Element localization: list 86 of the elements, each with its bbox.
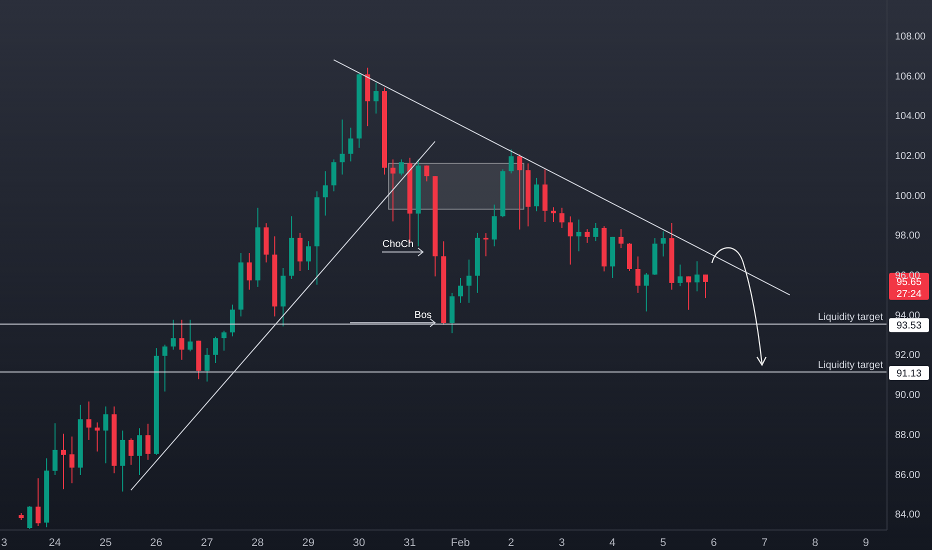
candlestick [331, 158, 336, 192]
candlestick [678, 264, 683, 287]
candlestick [86, 400, 92, 440]
ref-line-label: Liquidity target [818, 360, 884, 371]
x-tick-label: 25 [99, 536, 112, 549]
x-tick-label: 31 [404, 536, 416, 549]
y-tick-label: 102.00 [895, 150, 926, 162]
x-tick-label: Feb [450, 536, 470, 549]
x-tick-label: 28 [252, 536, 264, 549]
candlestick [694, 260, 700, 292]
candlestick [534, 177, 540, 212]
annotation: Bos [414, 310, 432, 321]
candlestick [686, 276, 692, 310]
ref-line-label: Liquidity target [818, 312, 884, 324]
y-tick-label: 92.00 [895, 350, 920, 362]
candlestick [374, 82, 379, 114]
x-tick-label: 26 [150, 536, 162, 549]
x-tick-label: 3 [558, 536, 565, 549]
candlestick [103, 406, 108, 464]
candlestick [170, 319, 176, 350]
x-tick-label: 3 [1, 536, 8, 549]
candlestick [188, 319, 193, 352]
candlestick [348, 127, 354, 162]
candlestick [424, 164, 430, 182]
x-tick-label: 2 [508, 536, 514, 549]
annotation: ChoCh [382, 239, 414, 250]
candlestick [559, 207, 564, 228]
annotation: 91.13 [896, 368, 922, 380]
candlestick [660, 230, 666, 257]
candlestick [508, 148, 514, 174]
candlestick [298, 232, 303, 272]
candlestick [60, 433, 66, 490]
y-tick-label: 90.00 [895, 390, 920, 402]
y-tick-label: 106.00 [895, 71, 926, 82]
candlestick [517, 154, 522, 230]
candlestick [398, 158, 404, 176]
candlestick [576, 219, 582, 252]
y-tick-label: 108.00 [895, 31, 926, 42]
candlestick [221, 330, 226, 352]
candlestick [390, 158, 396, 222]
candlestick [213, 336, 218, 364]
candlestick [145, 423, 150, 460]
candlestick [618, 228, 624, 249]
y-tick-label: 100.00 [895, 190, 926, 202]
annotation: 93.53 [896, 320, 922, 332]
candlestick [322, 170, 328, 216]
candlestick [179, 319, 184, 360]
x-tick-label: 27 [200, 536, 214, 549]
x-tick-label: 5 [660, 536, 666, 549]
y-tick-label: 104.00 [895, 111, 926, 122]
candlestick [69, 436, 74, 484]
candlestick [52, 422, 58, 476]
candlestick [128, 438, 134, 466]
candlestick [340, 119, 345, 176]
candlestick [644, 272, 649, 312]
candlestick [635, 256, 640, 294]
candlestick [466, 259, 472, 304]
candlestick [204, 348, 210, 382]
candlestick [593, 222, 598, 242]
candlestick [230, 304, 235, 337]
candlestick [703, 274, 708, 299]
x-tick-label: 4 [609, 536, 616, 549]
y-tick-label: 98.00 [895, 230, 920, 242]
x-tick-label: 24 [48, 536, 62, 549]
candlestick [584, 228, 590, 244]
x-tick-label: 8 [812, 536, 818, 549]
candlestick [27, 506, 32, 530]
x-tick-label: 29 [302, 536, 314, 549]
x-tick-label: 6 [710, 536, 717, 549]
y-tick-label: 84.00 [895, 510, 920, 521]
x-tick-label: 9 [862, 536, 869, 549]
candlestick [483, 232, 488, 257]
candlestick [137, 428, 142, 476]
candlestick [458, 277, 464, 304]
candlestick [492, 204, 497, 247]
candlestick [36, 478, 41, 527]
x-tick-label: 30 [352, 536, 366, 549]
text: 27:24 [896, 288, 922, 300]
y-tick-label: 86.00 [895, 470, 920, 481]
candlestick [162, 344, 168, 392]
candlestick [568, 216, 573, 266]
x-tick-label: 7 [761, 536, 768, 549]
candlestick [246, 252, 252, 290]
candlestick [306, 240, 311, 270]
y-tick-label: 88.00 [895, 430, 920, 441]
candlestick [94, 422, 100, 452]
